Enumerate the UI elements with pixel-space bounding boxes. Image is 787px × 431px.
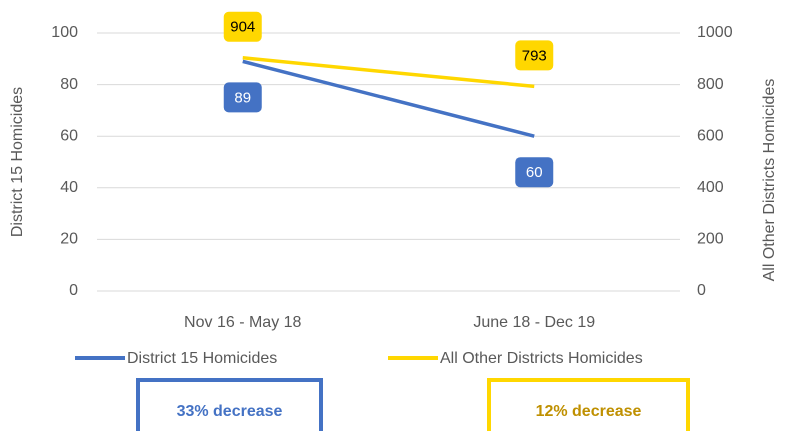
data-label: 904: [230, 19, 255, 36]
legend-label: All Other Districts Homicides: [440, 350, 643, 367]
data-label-box: [515, 40, 554, 71]
y-tick-label: 60: [60, 127, 78, 144]
y-tick-label: 40: [60, 179, 78, 196]
series-line: [242, 59, 535, 138]
y2-tick-label: 600: [697, 127, 724, 144]
y2-tick-label: 400: [697, 179, 724, 196]
data-label-box: [223, 11, 262, 42]
annotation-box: [136, 378, 323, 431]
y-tick-label: 0: [69, 282, 78, 299]
y-tick-label: 20: [60, 231, 78, 248]
y2-tick-label: 200: [697, 231, 724, 248]
annotation: 12% decrease: [536, 403, 642, 420]
y2-tick-label: 1000: [697, 24, 733, 41]
data-label: 793: [522, 47, 547, 64]
annotation-box: [487, 378, 690, 431]
y2-tick-label: 800: [697, 76, 724, 93]
data-label: 60: [526, 164, 543, 181]
annotation: 33% decrease: [177, 403, 283, 420]
y-axis-title: District 15 Homicides: [9, 87, 26, 237]
y2-tick-label: 0: [697, 282, 706, 299]
x-tick-label: Nov 16 - May 18: [184, 314, 301, 331]
x-tick-label: June 18 - Dec 19: [473, 314, 595, 331]
data-label-box: [223, 82, 262, 113]
data-label-box: [515, 157, 554, 188]
series-line: [242, 56, 535, 89]
legend-label: District 15 Homicides: [127, 350, 277, 367]
y-tick-label: 80: [60, 76, 78, 93]
y-tick-label: 100: [51, 24, 78, 41]
data-label: 89: [234, 89, 251, 106]
y2-axis-title: All Other Districts Homicides: [761, 79, 778, 282]
